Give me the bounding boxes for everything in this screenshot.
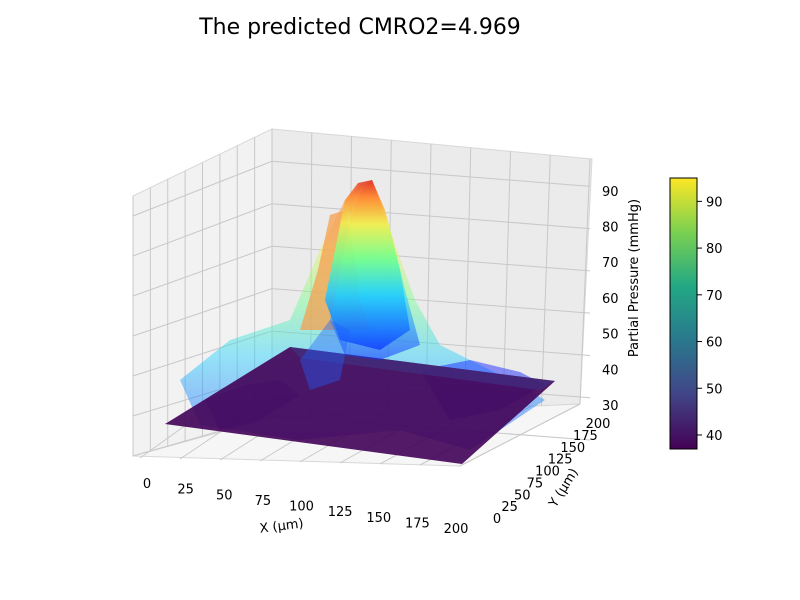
wall-grid-line bbox=[541, 155, 551, 406]
y-tick-label: 0 bbox=[493, 512, 501, 527]
x-tick-label: 150 bbox=[366, 511, 391, 526]
z-axis-label: Partial Pressure (mmHg) bbox=[627, 199, 642, 357]
chart-title: The predicted CMRO2=4.969 bbox=[198, 15, 521, 40]
x-tick-label: 125 bbox=[328, 505, 353, 520]
colorbar: 40 50 60 70 80 90 bbox=[669, 177, 723, 450]
y-tick-label: 150 bbox=[560, 441, 585, 456]
wall-grid-line bbox=[271, 160, 591, 187]
z-tick-label: 30 bbox=[602, 399, 619, 414]
z-tick-label: 50 bbox=[602, 328, 619, 343]
colorbar-tick-label: 70 bbox=[706, 289, 723, 304]
wall-grid-line bbox=[271, 203, 591, 230]
y-tick-label: 200 bbox=[586, 417, 611, 432]
x-tick-label: 0 bbox=[143, 477, 151, 492]
z-tick-labels: 30 40 50 60 70 80 90 bbox=[602, 185, 619, 414]
x-tick-label: 100 bbox=[289, 500, 314, 515]
colorbar-tick-label: 80 bbox=[706, 242, 723, 257]
z-tick-label: 80 bbox=[602, 221, 619, 236]
y-tick-label: 175 bbox=[573, 429, 598, 444]
y-tick-label: 125 bbox=[548, 453, 573, 468]
x-tick-label: 200 bbox=[444, 522, 469, 537]
z-tick-label: 90 bbox=[602, 185, 619, 200]
y-tick-label: 50 bbox=[514, 488, 531, 503]
x-tick-label: 25 bbox=[177, 483, 194, 498]
z-tick-label: 70 bbox=[602, 256, 619, 271]
colorbar-tick-label: 40 bbox=[706, 429, 723, 444]
colorbar-tick-label: 50 bbox=[706, 382, 723, 397]
y-tick-label: 100 bbox=[535, 465, 560, 480]
wall-grid-line bbox=[579, 158, 591, 405]
x-tick-labels: 0 25 50 75 100 125 150 175 200 bbox=[143, 477, 469, 537]
y-tick-label: 25 bbox=[501, 500, 518, 515]
x-tick-label: 75 bbox=[255, 494, 272, 509]
x-tick-label: 175 bbox=[405, 516, 430, 531]
y-tick-label: 75 bbox=[527, 476, 544, 491]
z-tick-label: 60 bbox=[602, 292, 619, 307]
predicted-surface bbox=[165, 347, 555, 464]
colorbar-tick-label: 90 bbox=[706, 195, 723, 210]
x-axis-label: X (μm) bbox=[259, 516, 305, 536]
x-tick-label: 50 bbox=[216, 488, 233, 503]
measured-peak-overlay bbox=[300, 180, 420, 390]
z-tick-label: 40 bbox=[602, 363, 619, 378]
colorbar-tick-label: 60 bbox=[706, 336, 723, 351]
wall-grid-line bbox=[502, 151, 511, 408]
colorbar-ticks: 40 50 60 70 80 90 bbox=[697, 195, 723, 444]
